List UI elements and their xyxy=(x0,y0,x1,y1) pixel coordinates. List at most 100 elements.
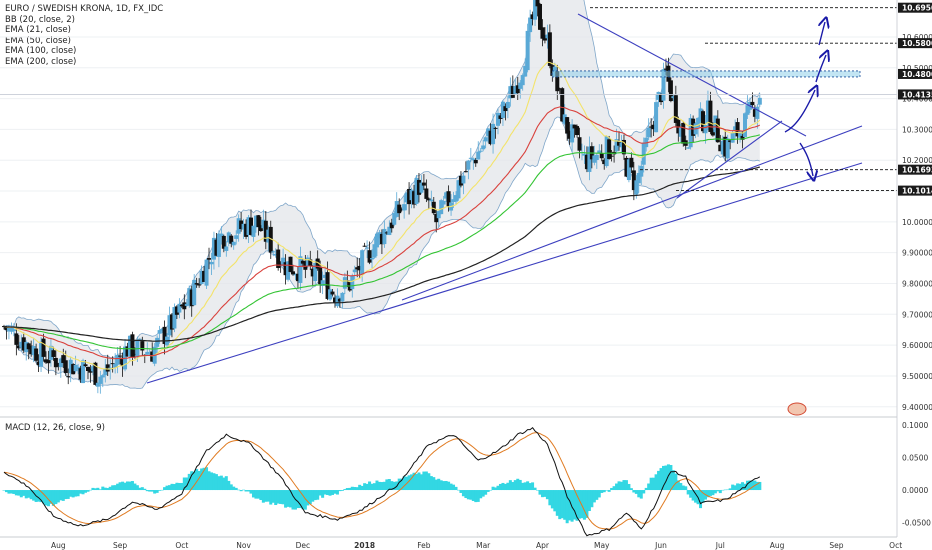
triangle-lower-line[interactable] xyxy=(676,120,783,199)
candle-body xyxy=(239,220,244,230)
macd-hist-bar xyxy=(167,485,171,491)
macd-hist-bar xyxy=(46,490,50,507)
candle xyxy=(424,179,429,203)
candle-body xyxy=(646,127,651,138)
macd-hist-bar xyxy=(192,471,196,491)
macd-hist-bar xyxy=(96,487,100,491)
bullish-arrow-3[interactable] xyxy=(819,22,825,46)
candle-body xyxy=(565,117,570,134)
indicator-ema21[interactable]: EMA (21, close) xyxy=(5,25,71,36)
candle-body xyxy=(387,226,392,236)
macd-hist-bar xyxy=(335,490,339,495)
candle-body xyxy=(738,131,743,138)
candle xyxy=(98,370,103,394)
macd-hist-bar xyxy=(543,490,547,497)
candle xyxy=(211,231,216,270)
macd-hist-bar xyxy=(491,486,495,491)
macd-hist-bar xyxy=(71,490,75,498)
candle xyxy=(508,77,513,107)
macd-hist-bar xyxy=(459,490,463,493)
macd-hist-bar xyxy=(629,488,633,491)
candle xyxy=(621,134,626,160)
candle xyxy=(673,85,678,128)
macd-hist-bar xyxy=(427,473,431,491)
candle xyxy=(414,174,419,206)
candle xyxy=(456,179,461,201)
candle xyxy=(597,144,602,154)
candle xyxy=(458,171,463,188)
macd-hist-bar xyxy=(212,473,216,491)
macd-hist-bar xyxy=(42,490,46,504)
indicator-ema50[interactable]: EMA (50, close) xyxy=(5,35,71,46)
price-tag-label: 10.69500 xyxy=(902,4,932,13)
candle xyxy=(493,126,498,139)
macd-hist-bar xyxy=(679,482,683,491)
macd-hist-bar xyxy=(758,481,762,491)
macd-hist-bar xyxy=(392,481,396,491)
candle xyxy=(229,234,234,248)
candle xyxy=(619,134,624,154)
indicator-bb[interactable]: BB (20, close, 2) xyxy=(5,14,75,25)
candle xyxy=(659,93,664,106)
trendline-support-upper[interactable] xyxy=(401,125,863,301)
candle-body xyxy=(11,329,16,331)
candle-body xyxy=(503,106,508,112)
bearish-arrow[interactable] xyxy=(799,142,813,176)
candle-body xyxy=(276,249,281,268)
macd-hist-bar xyxy=(612,486,616,491)
macd-hist-bar xyxy=(274,490,278,506)
candle-body xyxy=(51,350,56,357)
macd-hist-bar xyxy=(592,490,596,503)
candle-body xyxy=(244,223,249,237)
time-tick-label: Mar xyxy=(476,541,491,550)
candle-body xyxy=(246,217,251,236)
candle xyxy=(636,165,641,194)
candle-body xyxy=(723,136,728,157)
candle xyxy=(473,157,478,167)
candle-body xyxy=(211,237,216,260)
macd-hist-bar xyxy=(348,487,352,491)
candle-body xyxy=(110,363,115,365)
candle xyxy=(671,95,676,102)
candle xyxy=(668,77,673,103)
candle-body xyxy=(61,355,66,363)
candle-body xyxy=(197,284,202,286)
macd-hist-bar xyxy=(738,483,742,491)
indicator-ema200[interactable]: EMA (200, close) xyxy=(5,56,77,67)
macd-hist-bar xyxy=(716,490,720,492)
macd-hist-bar xyxy=(158,490,162,491)
macd-legend[interactable]: MACD (12, 26, close, 9) xyxy=(5,423,105,433)
candle xyxy=(701,109,706,134)
candle-body xyxy=(298,256,303,283)
macd-hist-bar xyxy=(113,485,117,491)
macd-hist-bar xyxy=(461,490,465,497)
macd-hist-bar xyxy=(373,483,376,491)
candle xyxy=(372,236,377,259)
candle-body xyxy=(570,124,575,143)
trendline-support-lower[interactable] xyxy=(146,162,863,384)
time-tick-label: Nov xyxy=(236,541,251,550)
macd-hist-bar xyxy=(101,486,105,491)
macd-hist-bar xyxy=(637,490,641,498)
candle-body xyxy=(681,122,686,144)
candle xyxy=(147,349,152,355)
candle-body xyxy=(209,261,214,265)
candle-body xyxy=(743,113,747,137)
candle-body xyxy=(434,214,439,223)
resistance-zone[interactable] xyxy=(551,70,861,78)
indicator-ema100[interactable]: EMA (100, close) xyxy=(5,46,77,57)
candle-body xyxy=(226,232,231,243)
candle xyxy=(525,23,530,73)
macd-hist-bar xyxy=(575,490,579,521)
bullish-arrow-1[interactable] xyxy=(784,90,815,133)
candle xyxy=(421,173,426,191)
macd-hist-bar xyxy=(370,483,374,491)
candle-body xyxy=(137,338,142,340)
candle-body xyxy=(493,127,498,129)
bullish-arrow-2[interactable] xyxy=(815,55,826,83)
candle xyxy=(318,260,323,293)
candle-body xyxy=(150,351,155,362)
candle xyxy=(629,152,634,174)
candle-body xyxy=(518,82,523,89)
